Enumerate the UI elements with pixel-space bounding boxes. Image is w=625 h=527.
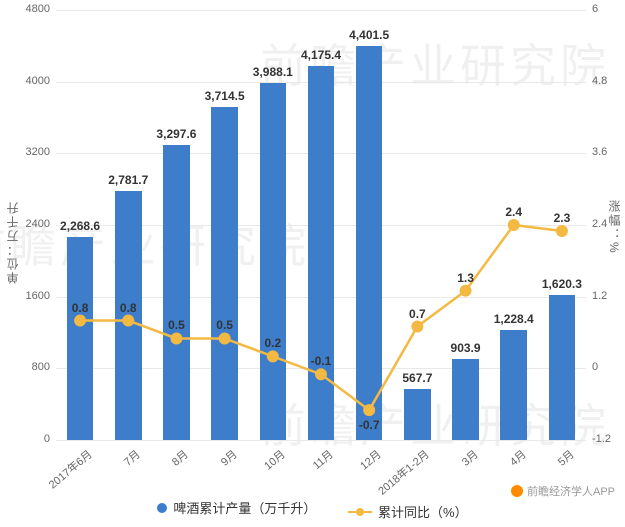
ytick-left: 800 bbox=[6, 361, 56, 373]
legend-swatch-bar bbox=[157, 503, 167, 513]
legend-swatch-line bbox=[348, 511, 372, 513]
ytick-right: 3.6 bbox=[586, 146, 625, 158]
xtick-label: 11月 bbox=[304, 440, 337, 473]
line-value-label: 0.2 bbox=[264, 336, 281, 350]
ytick-left: 0 bbox=[6, 433, 56, 445]
y-axis-left-label: 单位：万千升 bbox=[4, 200, 21, 284]
chart-container: 前瞻产业研究院 前瞻产业研究院 前瞻产业研究院 单位：万千升 涨幅：% 0800… bbox=[0, 0, 625, 527]
xtick-label: 8月 bbox=[163, 440, 192, 469]
xtick-label: 10月 bbox=[255, 440, 288, 473]
xtick-label: 5月 bbox=[549, 440, 578, 469]
ytick-right: -1.2 bbox=[586, 433, 625, 445]
line-value-label: 2.3 bbox=[554, 211, 571, 225]
ytick-left: 1600 bbox=[6, 290, 56, 302]
xtick-label: 2018年1-2月 bbox=[370, 440, 433, 498]
legend-item-bar: 啤酒累计产量（万千升） bbox=[157, 498, 316, 517]
ytick-left: 4000 bbox=[6, 75, 56, 87]
source-logo-icon bbox=[511, 485, 523, 497]
line-value-label: -0.1 bbox=[311, 354, 332, 368]
line-value-label: -0.7 bbox=[359, 418, 380, 432]
line-value-label: 2.4 bbox=[505, 205, 522, 219]
ytick-right: 0 bbox=[586, 361, 625, 373]
line-value-label: 0.8 bbox=[120, 301, 137, 315]
source-text: 前瞻经济学人APP bbox=[527, 483, 615, 499]
ytick-left: 3200 bbox=[6, 146, 56, 158]
ytick-right: 4.8 bbox=[586, 75, 625, 87]
legend-item-line: 累计同比（%） bbox=[348, 502, 468, 521]
ytick-right: 6 bbox=[586, 3, 625, 15]
ytick-left: 4800 bbox=[6, 3, 56, 15]
ytick-right: 1.2 bbox=[586, 290, 625, 302]
xtick-label: 3月 bbox=[452, 440, 481, 469]
line-value-label: 0.7 bbox=[409, 307, 426, 321]
ytick-right: 2.4 bbox=[586, 218, 625, 230]
line-series bbox=[56, 10, 586, 440]
xtick-label: 12月 bbox=[351, 440, 384, 473]
line-value-label: 1.3 bbox=[457, 271, 474, 285]
legend-bar-label: 啤酒累计产量（万千升） bbox=[173, 498, 316, 517]
source-footer: 前瞻经济学人APP bbox=[511, 483, 615, 499]
ytick-left: 2400 bbox=[6, 218, 56, 230]
line-value-label: 0.5 bbox=[216, 318, 233, 332]
xtick-label: 2017年6月 bbox=[40, 440, 96, 492]
xtick-label: 9月 bbox=[212, 440, 241, 469]
xtick-label: 7月 bbox=[115, 440, 144, 469]
xtick-label: 4月 bbox=[501, 440, 530, 469]
legend-line-label: 累计同比（%） bbox=[378, 502, 468, 521]
line-value-label: 0.5 bbox=[168, 318, 185, 332]
legend: 啤酒累计产量（万千升） 累计同比（%） bbox=[0, 498, 625, 521]
plot-area: 080016002400320040004800-1.201.22.43.64.… bbox=[56, 10, 586, 440]
line-value-label: 0.8 bbox=[72, 301, 89, 315]
